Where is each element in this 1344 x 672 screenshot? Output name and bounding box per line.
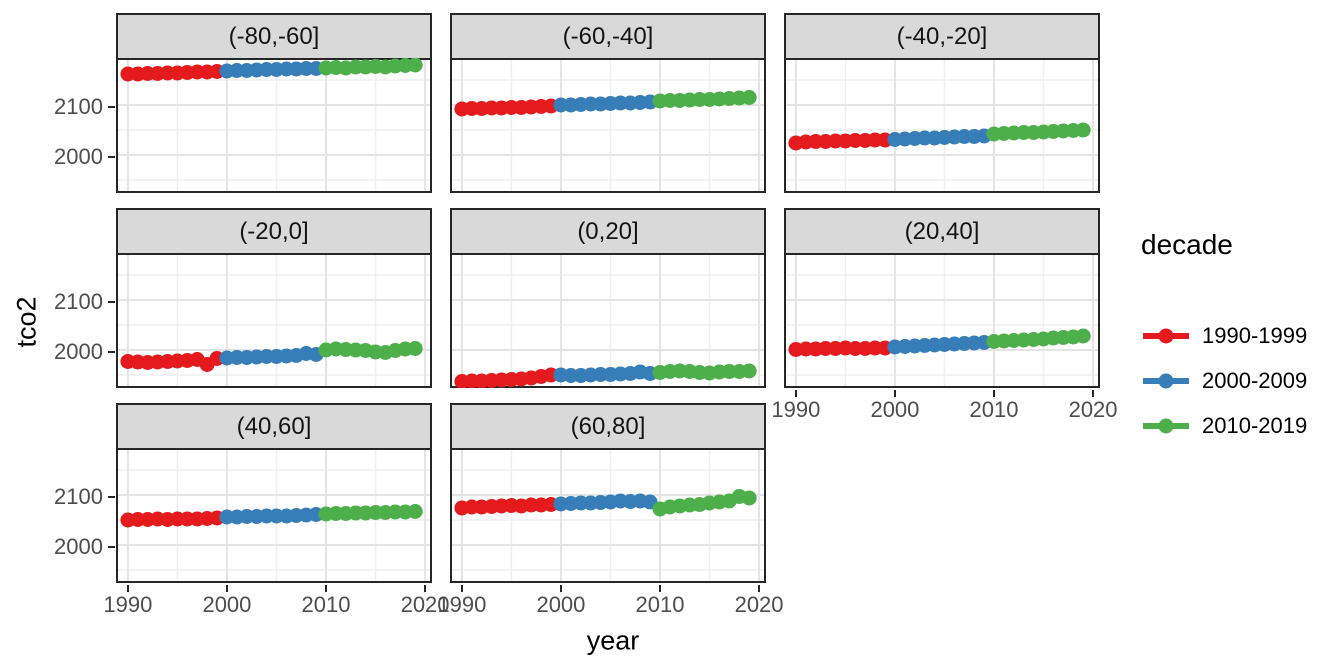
facet-panel (450, 448, 766, 583)
panel-background (450, 58, 766, 193)
x-tick-mark (460, 585, 463, 592)
x-tick-mark (993, 390, 995, 397)
legend-entry-label: 2000-2009 (1202, 368, 1308, 393)
legend: decade 1990-1999 2000-2009 2010-2019 (1141, 229, 1341, 438)
panel-background (450, 253, 766, 388)
legend-title: decade (1141, 229, 1233, 260)
facet-panel (450, 58, 766, 193)
facet-strip-label: (-40,-20] (896, 22, 988, 50)
facet-strip-label: (60,80] (570, 412, 646, 440)
facet-strip-label: (-20,0] (239, 217, 309, 245)
x-tick-mark (893, 390, 896, 397)
facet-cell: (-60,-40] (450, 13, 766, 193)
facet-panel (116, 253, 432, 388)
y-tick-label: 2100 (54, 484, 103, 509)
y-tick-label: 2000 (54, 144, 103, 169)
x-tick-mark (225, 585, 228, 592)
data-point (1075, 122, 1091, 138)
x-tick-label: 2000 (870, 397, 920, 422)
x-tick-label: 2020 (400, 592, 450, 617)
y-tick-label: 2000 (54, 339, 103, 364)
facet-cell: (0,20] (450, 208, 766, 388)
y-tick-label: 2100 (54, 289, 103, 314)
data-point (407, 58, 423, 73)
legend-key (1143, 373, 1189, 389)
data-point (741, 90, 757, 105)
y-tick-label: 2000 (54, 534, 103, 559)
facet-strip: (20,40] (784, 208, 1100, 255)
facet-strip: (-80,-60] (116, 13, 432, 60)
y-tick-label: 2100 (54, 94, 103, 119)
facet-strip: (40,60] (116, 403, 432, 450)
x-tick-mark (325, 585, 327, 592)
panel-background (450, 448, 766, 583)
x-tick-mark (559, 585, 562, 592)
facet-strip: (60,80] (450, 403, 766, 450)
legend-key (1143, 418, 1189, 434)
facet-strip-label: (40,60] (236, 412, 312, 440)
facet-panel (116, 58, 432, 193)
data-point (1075, 328, 1091, 344)
facet-cell: (20,40] (784, 208, 1100, 388)
y-tick-mark (108, 156, 115, 158)
legend-entry: 2000-2009 (1143, 365, 1307, 397)
y-tick-mark (108, 351, 115, 353)
facet-strip: (-20,0] (116, 208, 432, 255)
legend-key-point (1158, 418, 1174, 434)
x-tick-label: 1990 (771, 397, 821, 422)
facet-cell: (-80,-60] (116, 13, 432, 193)
legend-entry-label: 2010-2019 (1202, 413, 1308, 438)
x-axis-title: year (586, 625, 640, 656)
facet-strip-label: (-60,-40] (562, 22, 654, 50)
x-tick-mark (659, 585, 661, 592)
legend-entry: 1990-1999 (1143, 320, 1307, 352)
x-tick-mark (424, 585, 427, 592)
x-tick-label: 2010 (301, 592, 351, 617)
x-tick-mark (758, 585, 761, 592)
x-tick-label: 2010 (635, 592, 685, 617)
x-tick-mark (794, 390, 797, 397)
facet-cell: (40,60] (116, 403, 432, 583)
facet-strip-label: (0,20] (577, 217, 639, 245)
facet-strip: (-40,-20] (784, 13, 1100, 60)
facet-strip-label: (20,40] (904, 217, 980, 245)
facet-strip: (0,20] (450, 208, 766, 255)
x-tick-label: 2020 (734, 592, 784, 617)
data-point (407, 341, 423, 356)
facet-cell: (-40,-20] (784, 13, 1100, 193)
x-tick-label: 2000 (202, 592, 252, 617)
facet-panel (116, 448, 432, 583)
x-tick-label: 1990 (103, 592, 153, 617)
facet-panel (450, 253, 766, 388)
facet-strip-label: (-80,-60] (228, 22, 320, 50)
legend-entry-label: 1990-1999 (1202, 323, 1308, 348)
legend-key (1143, 328, 1189, 344)
panel-background (116, 58, 432, 193)
x-tick-label: 2000 (536, 592, 586, 617)
facet-panel (784, 58, 1100, 193)
y-tick-mark (108, 546, 115, 548)
facet-cell: (60,80] (450, 403, 766, 583)
panel-background (784, 253, 1100, 388)
x-tick-mark (126, 585, 129, 592)
legend-key-point (1158, 373, 1174, 389)
x-tick-mark (1092, 390, 1095, 397)
y-tick-mark (108, 301, 115, 303)
x-tick-label: 2020 (1068, 397, 1118, 422)
data-point (741, 490, 757, 506)
y-tick-mark (108, 106, 115, 108)
facet-cell: (-20,0] (116, 208, 432, 388)
legend-key-point (1158, 328, 1174, 344)
y-tick-mark (108, 496, 115, 498)
facet-strip: (-60,-40] (450, 13, 766, 60)
x-tick-label: 2010 (969, 397, 1019, 422)
facet-panel (784, 253, 1100, 388)
data-point (741, 363, 757, 379)
data-point (407, 504, 423, 519)
legend-entry: 2010-2019 (1143, 410, 1307, 442)
x-tick-label: 1990 (437, 592, 487, 617)
